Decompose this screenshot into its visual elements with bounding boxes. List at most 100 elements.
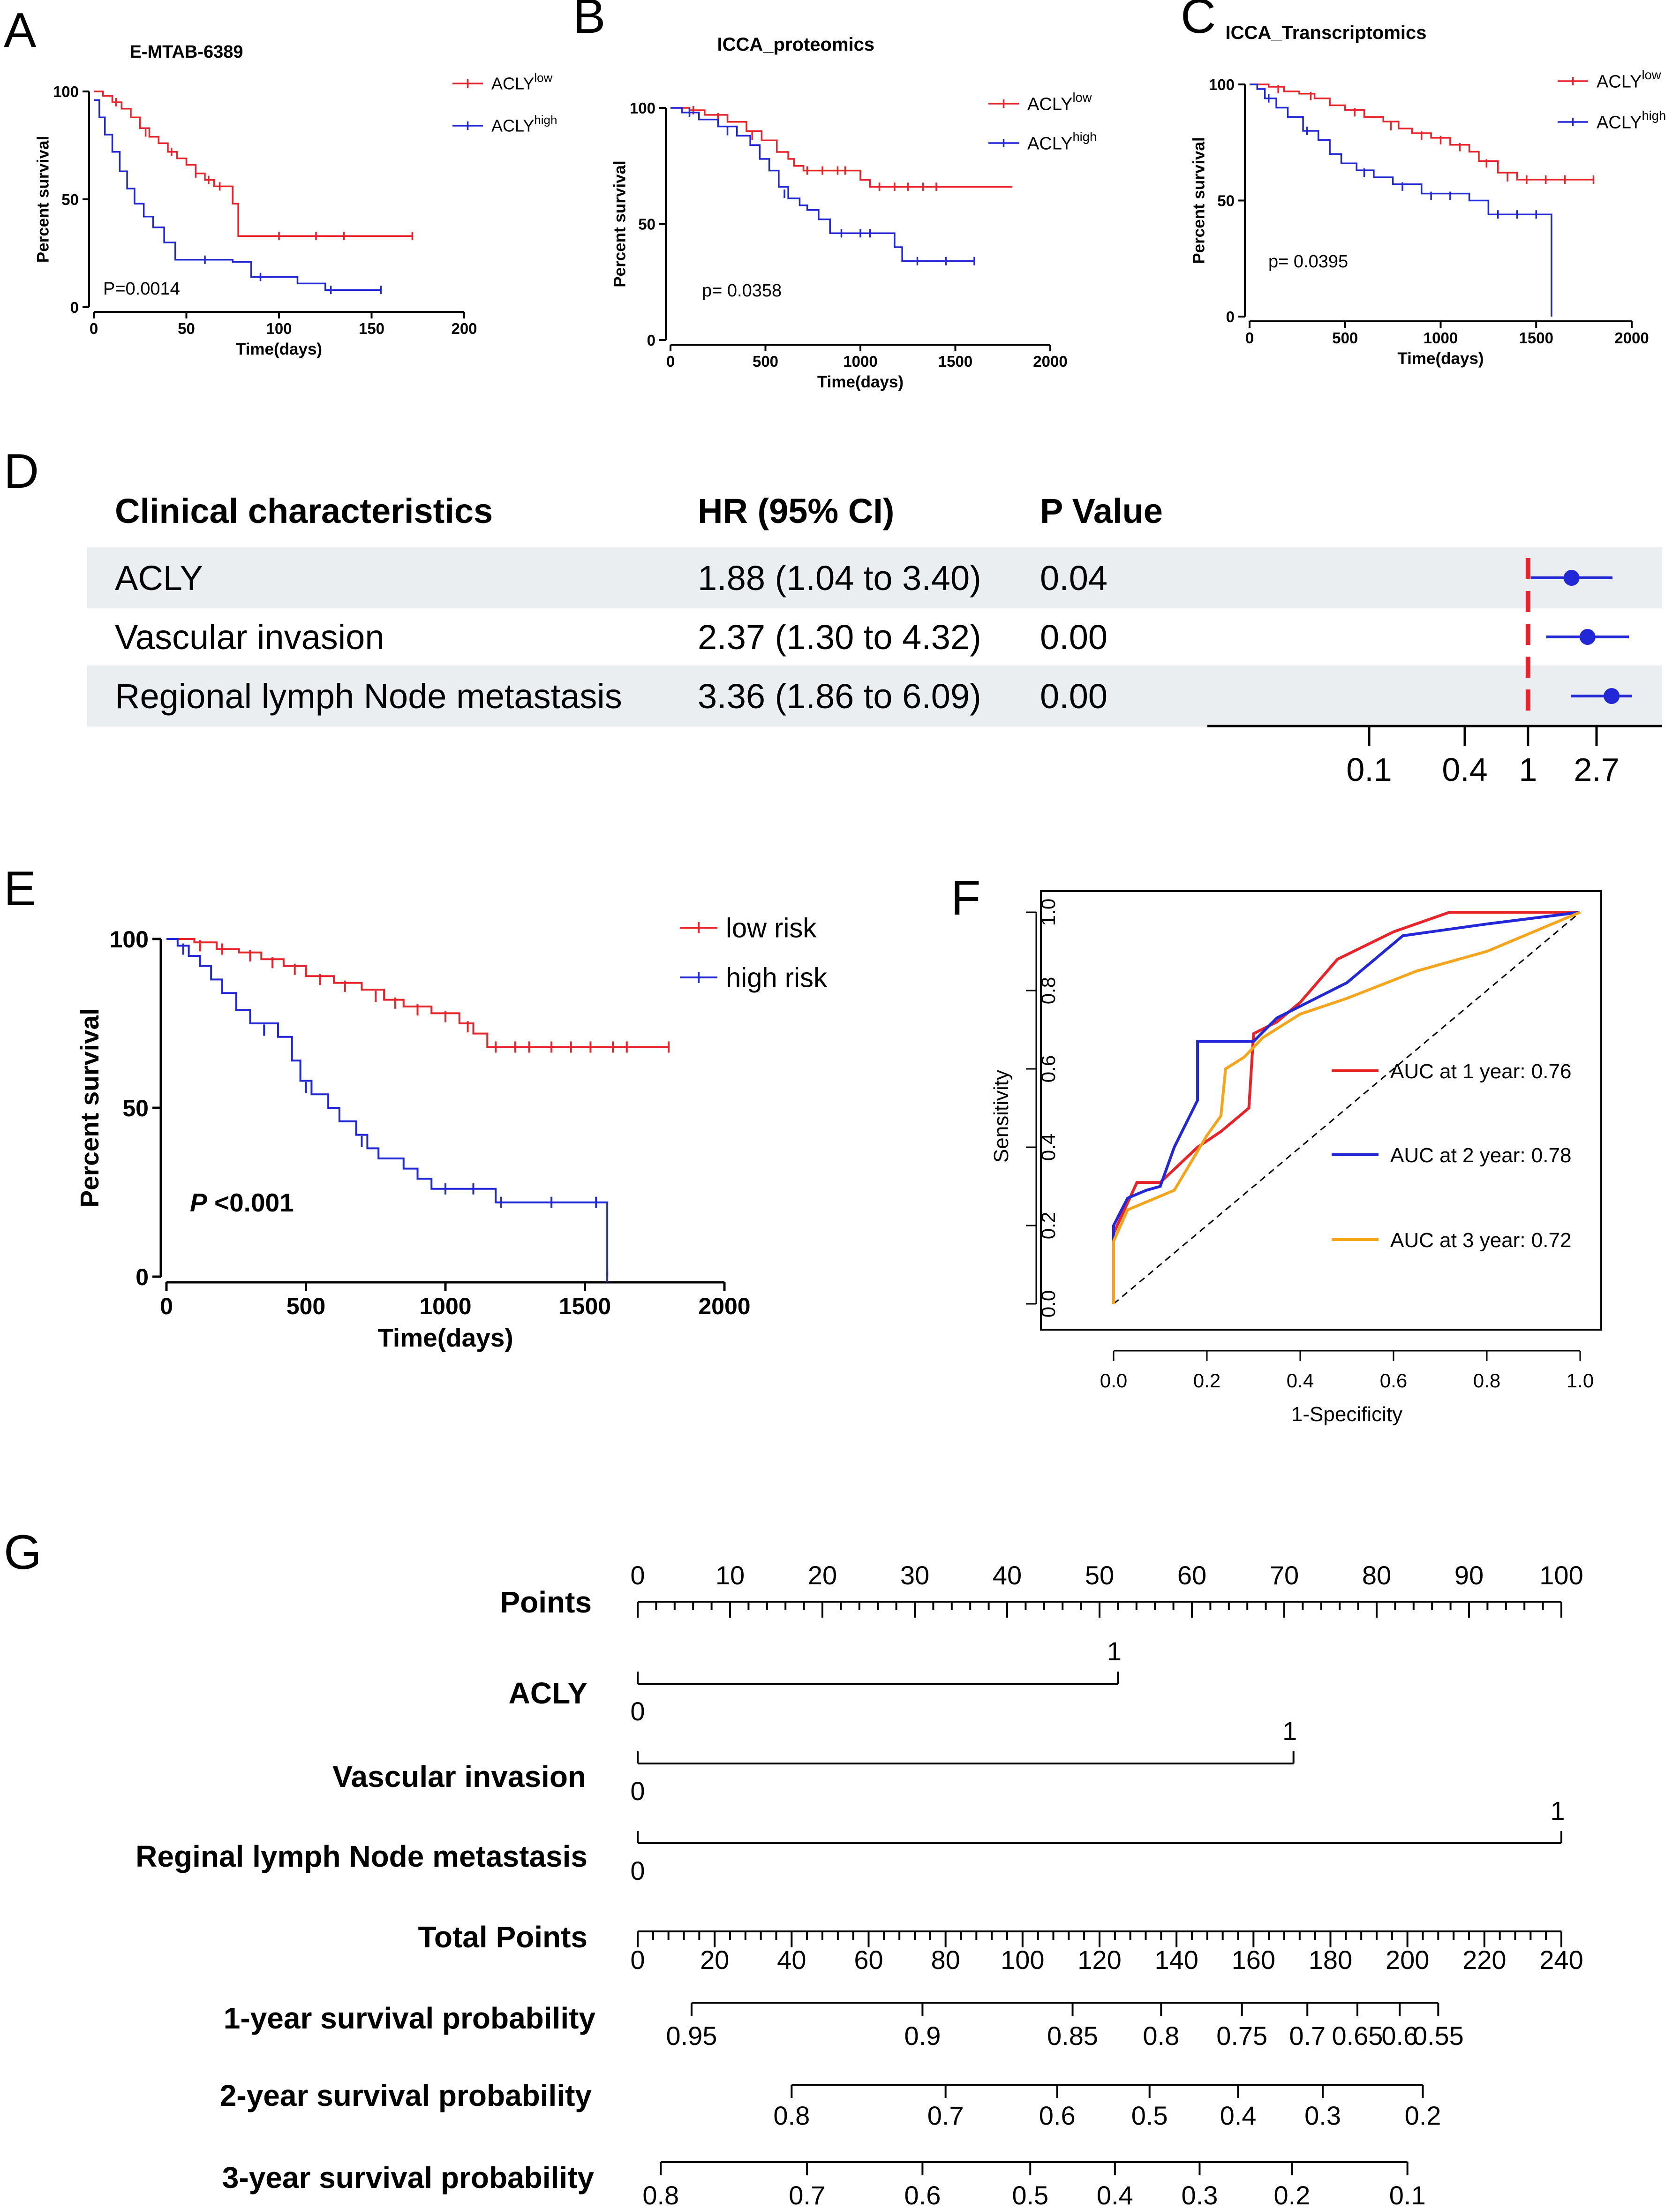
variable-min-label: 0: [630, 1696, 645, 1726]
total-tick-label: 80: [931, 1945, 960, 1975]
roc-plot: 0.0 0.2 0.4 0.6 0.8 1.0 1-Specificity 0.0 0.2 0.4…: [990, 890, 1602, 1426]
row-characteristic: ACLY: [115, 559, 203, 598]
legend-name: ACLY: [491, 74, 534, 93]
x-axis-label: Time(days): [817, 373, 904, 391]
row-characteristic: Regional lymph Node metastasis: [115, 677, 622, 716]
total-tick-label: 40: [777, 1945, 806, 1975]
points-tick-label: 0: [630, 1560, 645, 1590]
row-p-value: 0.00: [1040, 677, 1107, 716]
points-tick-label: 40: [993, 1560, 1022, 1590]
forest-plot: Clinical characteristics HR (95% CI) P Val…: [87, 492, 1662, 788]
survival-tick-label: 0.2: [1273, 2180, 1310, 2210]
nomogram-row-label: Vascular invasion: [332, 1760, 586, 1794]
x-tick-label: 2000: [698, 1293, 750, 1319]
points-tick-label: 20: [808, 1560, 837, 1590]
legend-label: AUC at 3 year: 0.72: [1390, 1229, 1571, 1252]
nomogram-row-label: Total Points: [418, 1920, 588, 1954]
forest-x-tick-label: 0.4: [1442, 751, 1487, 788]
legend-superscript: low: [1072, 90, 1092, 105]
forest-x-tick-label: 0.1: [1346, 751, 1392, 788]
panel-label-G: G: [4, 1525, 42, 1580]
total-tick-label: 200: [1386, 1945, 1429, 1975]
plot-frame: [1040, 890, 1602, 1331]
survival-curve-high: [670, 107, 974, 262]
survival-tick-label: 0.9: [904, 2021, 941, 2051]
x-tick-label: 500: [1332, 329, 1358, 347]
x-tick-label: 0.2: [1193, 1370, 1220, 1392]
y-tick-label: 0: [136, 1264, 149, 1290]
survival-tick-label: 0.3: [1304, 2101, 1341, 2130]
points-tick-label: 30: [900, 1560, 929, 1590]
survival-curve-high: [1250, 83, 1552, 317]
x-axis-label: Time(days): [1397, 349, 1484, 368]
x-axis-label: Time(days): [377, 1323, 513, 1352]
survival-tick-label: 0.65: [1332, 2021, 1383, 2051]
survival-tick-label: 0.95: [666, 2021, 717, 2051]
y-axis-label: Percent survival: [1190, 137, 1208, 264]
survival-curve-low: [1250, 83, 1594, 181]
survival-tick-label: 0.55: [1413, 2021, 1464, 2051]
survival-tick-label: 0.8: [642, 2180, 679, 2210]
y-tick-label: 50: [122, 1095, 149, 1121]
points-tick-label: 100: [1539, 1560, 1583, 1590]
nomogram-row-label: 1-year survival probability: [224, 2001, 596, 2035]
legend-name: ACLY: [1027, 134, 1072, 153]
legend-label: AUC at 2 year: 0.78: [1390, 1144, 1571, 1167]
survival-tick-label: 0.5: [1012, 2180, 1048, 2210]
km-plot-A: E-MTAB-6389 0 50 100 0 50 100 150 200 Time(days) P…: [34, 42, 557, 358]
y-tick-label: 0.0: [1037, 1290, 1059, 1317]
points-tick-label: 80: [1362, 1560, 1391, 1590]
y-tick-label: 1.0: [1037, 899, 1059, 926]
survival-curve-high: [94, 99, 381, 291]
legend-label-low: ACLYlow: [1027, 90, 1092, 114]
table-header: HR (95% CI): [698, 492, 894, 530]
nomogram-row-label: ACLY: [509, 1676, 588, 1710]
y-tick-label: 50: [61, 191, 79, 208]
x-tick-label: 1500: [559, 1293, 611, 1319]
points-tick-label: 90: [1454, 1560, 1484, 1590]
p-value: p= 0.0358: [702, 281, 782, 301]
points-tick-label: 10: [716, 1560, 745, 1590]
y-tick-label: 0.6: [1037, 1055, 1059, 1082]
legend-name: ACLY: [491, 116, 534, 136]
x-tick-label: 0: [90, 320, 98, 337]
panel-label-B: B: [573, 0, 605, 44]
y-tick-label: 50: [638, 215, 655, 233]
survival-tick-label: 0.1: [1389, 2180, 1426, 2210]
legend-superscript: low: [1642, 68, 1661, 82]
x-tick-label: 0.6: [1380, 1370, 1407, 1392]
survival-tick-label: 0.6: [1381, 2021, 1418, 2051]
total-tick-label: 0: [630, 1945, 645, 1975]
x-tick-label: 50: [178, 320, 195, 337]
points-tick-label: 70: [1270, 1560, 1299, 1590]
legend-superscript: high: [534, 114, 557, 127]
survival-tick-label: 0.4: [1097, 2180, 1133, 2210]
legend-label-high: ACLYhigh: [491, 114, 557, 135]
x-tick-label: 0: [160, 1293, 173, 1319]
row-hr: 1.88 (1.04 to 3.40): [698, 559, 981, 598]
diagonal-reference: [1113, 911, 1581, 1305]
p-value-annotation: p= 0.0358: [702, 281, 782, 301]
y-tick-label: 100: [110, 926, 149, 953]
legend-superscript: low: [534, 71, 552, 84]
total-tick-label: 220: [1462, 1945, 1506, 1975]
variable-max-label: 1: [1282, 1716, 1297, 1746]
legend-name: ACLY: [1597, 72, 1642, 91]
x-tick-label: 0: [1245, 329, 1254, 347]
roc-curve-3: [1112, 911, 1581, 1304]
y-tick-label: 0: [647, 332, 655, 349]
x-tick-label: 200: [451, 320, 477, 337]
hazard-ratio-point: [1604, 688, 1620, 704]
survival-curve-low: [166, 938, 669, 1048]
legend-name: ACLY: [1027, 94, 1072, 114]
y-axis-label: Percent survival: [610, 160, 629, 287]
survival-tick-label: 0.6: [1039, 2101, 1076, 2130]
y-tick-label: 0: [70, 299, 79, 316]
legend-label-high: high risk: [726, 962, 828, 993]
survival-tick-label: 0.7: [1289, 2021, 1326, 2051]
x-tick-label: 1000: [843, 353, 877, 370]
row-p-value: 0.00: [1040, 618, 1107, 657]
